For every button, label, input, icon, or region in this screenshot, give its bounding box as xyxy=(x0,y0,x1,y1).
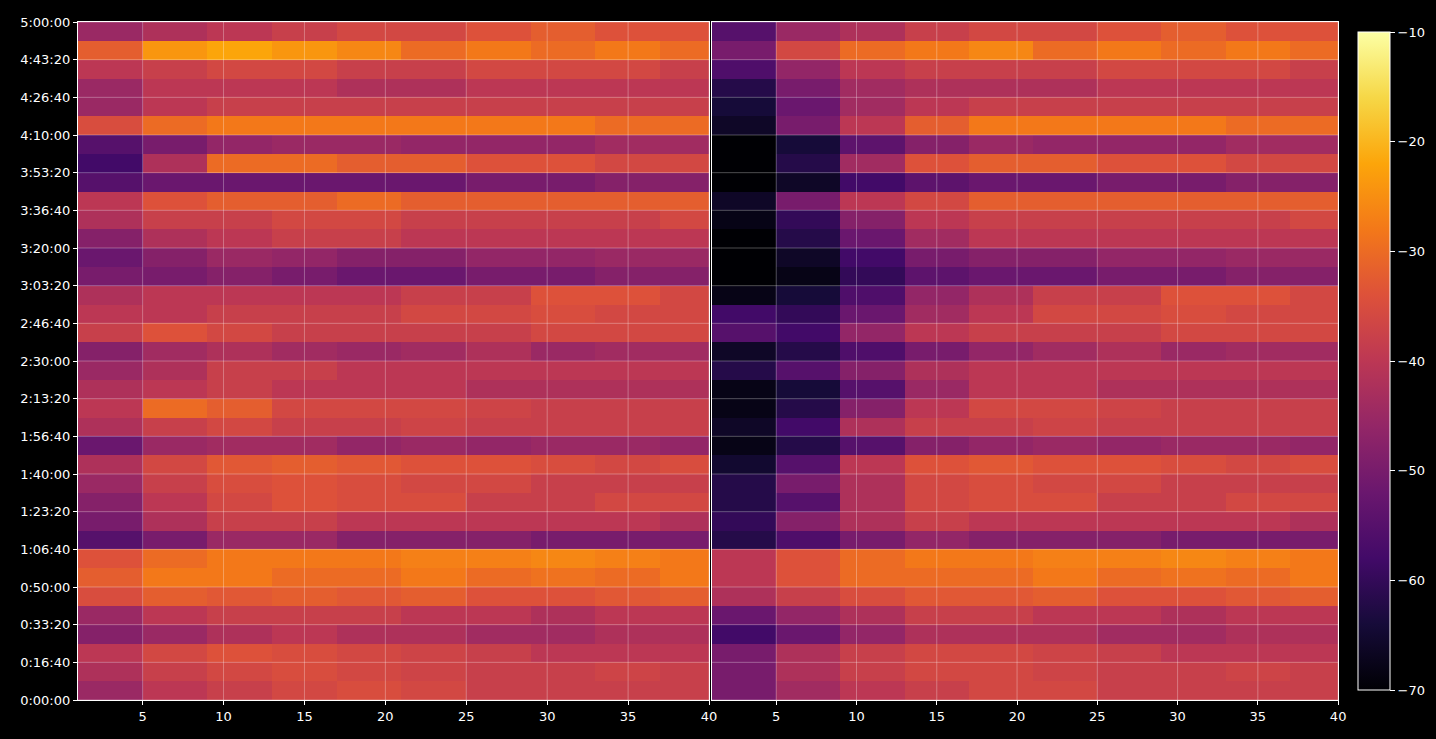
svg-text:3:03:20: 3:03:20 xyxy=(20,278,70,293)
svg-text:0:16:40: 0:16:40 xyxy=(20,655,70,670)
svg-text:−60: −60 xyxy=(1398,573,1425,588)
svg-text:4:26:40: 4:26:40 xyxy=(20,90,70,105)
svg-text:0:00:00: 0:00:00 xyxy=(20,693,70,708)
svg-text:5: 5 xyxy=(138,709,146,724)
svg-text:3:53:20: 3:53:20 xyxy=(20,165,70,180)
svg-text:5:00:00: 5:00:00 xyxy=(20,15,70,30)
svg-text:30: 30 xyxy=(539,709,556,724)
svg-text:10: 10 xyxy=(848,709,865,724)
svg-text:2:46:40: 2:46:40 xyxy=(20,316,70,331)
svg-text:0:33:20: 0:33:20 xyxy=(20,617,70,632)
svg-text:40: 40 xyxy=(1330,709,1347,724)
svg-text:1:23:20: 1:23:20 xyxy=(20,504,70,519)
svg-text:20: 20 xyxy=(377,709,394,724)
svg-text:−40: −40 xyxy=(1398,354,1425,369)
svg-text:−20: −20 xyxy=(1398,134,1425,149)
svg-text:1:06:40: 1:06:40 xyxy=(20,542,70,557)
svg-text:25: 25 xyxy=(458,709,475,724)
svg-text:20: 20 xyxy=(1009,709,1026,724)
svg-text:25: 25 xyxy=(1089,709,1106,724)
svg-text:30: 30 xyxy=(1169,709,1186,724)
svg-text:35: 35 xyxy=(1250,709,1267,724)
svg-text:3:36:40: 3:36:40 xyxy=(20,203,70,218)
svg-text:−50: −50 xyxy=(1398,463,1425,478)
svg-text:−70: −70 xyxy=(1398,683,1425,698)
svg-text:2:30:00: 2:30:00 xyxy=(20,354,70,369)
svg-text:10: 10 xyxy=(215,709,232,724)
svg-text:15: 15 xyxy=(928,709,945,724)
svg-text:4:10:00: 4:10:00 xyxy=(20,128,70,143)
svg-text:1:56:40: 1:56:40 xyxy=(20,429,70,444)
svg-text:0:50:00: 0:50:00 xyxy=(20,580,70,595)
svg-text:−10: −10 xyxy=(1398,25,1425,40)
svg-text:15: 15 xyxy=(296,709,313,724)
svg-text:4:43:20: 4:43:20 xyxy=(20,52,70,67)
svg-text:5: 5 xyxy=(772,709,780,724)
svg-text:3:20:00: 3:20:00 xyxy=(20,241,70,256)
svg-text:−30: −30 xyxy=(1398,244,1425,259)
svg-text:40: 40 xyxy=(701,709,718,724)
svg-text:1:40:00: 1:40:00 xyxy=(20,467,70,482)
svg-text:35: 35 xyxy=(620,709,637,724)
svg-text:2:13:20: 2:13:20 xyxy=(20,391,70,406)
